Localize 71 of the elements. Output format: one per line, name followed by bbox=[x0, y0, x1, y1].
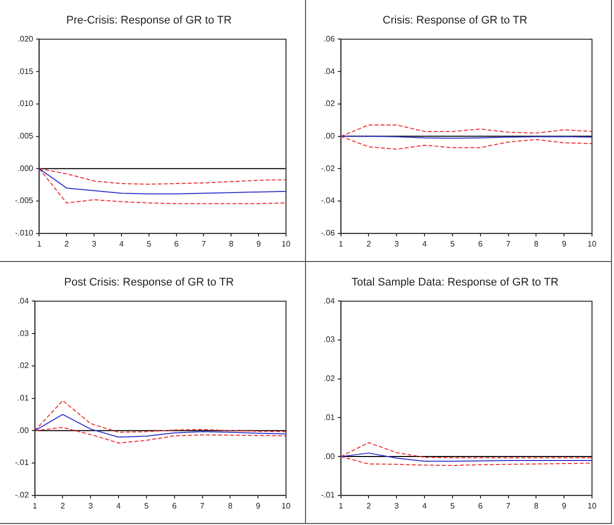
x-tick-label: 5 bbox=[450, 238, 455, 248]
y-tick-label: .00 bbox=[17, 425, 29, 434]
y-tick-label: -.02 bbox=[14, 490, 29, 500]
x-tick-label: 2 bbox=[60, 500, 65, 510]
y-tick-label: -.02 bbox=[320, 163, 335, 172]
x-tick-label: 2 bbox=[366, 238, 371, 248]
chart-title: Post Crisis: Response of GR to TR bbox=[64, 276, 234, 288]
x-tick-label: 5 bbox=[146, 238, 152, 248]
x-tick-label: 2 bbox=[64, 238, 69, 248]
x-tick-label: 9 bbox=[561, 500, 566, 510]
y-tick-label: .03 bbox=[17, 328, 29, 338]
x-tick-label: 9 bbox=[256, 238, 261, 248]
x-tick-label: 3 bbox=[91, 238, 96, 248]
y-tick-label: -.01 bbox=[14, 458, 29, 467]
x-tick-label: 4 bbox=[422, 500, 427, 510]
x-tick-label: 3 bbox=[88, 500, 93, 510]
y-tick-label: .04 bbox=[323, 296, 335, 305]
x-tick-label: 8 bbox=[228, 238, 234, 248]
x-tick-label: 5 bbox=[450, 500, 455, 510]
x-tick-label: 10 bbox=[281, 500, 290, 510]
x-tick-label: 10 bbox=[587, 238, 596, 248]
y-tick-label: -.005 bbox=[14, 196, 34, 205]
x-tick-label: 1 bbox=[32, 500, 38, 510]
y-tick-label: .00 bbox=[323, 451, 335, 460]
y-tick-label: .005 bbox=[17, 131, 34, 140]
y-tick-label: -.010 bbox=[14, 228, 34, 238]
chart-title: Crisis: Response of GR to TR bbox=[382, 14, 527, 26]
y-tick-label: .02 bbox=[17, 360, 29, 370]
y-tick-label: .02 bbox=[323, 374, 335, 383]
x-tick-label: 8 bbox=[533, 238, 538, 248]
x-tick-label: 7 bbox=[506, 500, 511, 510]
x-tick-label: 6 bbox=[478, 500, 483, 510]
y-tick-label: .02 bbox=[323, 98, 335, 108]
chart-title: Total Sample Data: Response of GR to TR bbox=[350, 276, 558, 288]
y-tick-label: -.01 bbox=[320, 490, 335, 500]
x-tick-label: 1 bbox=[338, 238, 344, 248]
y-tick-label: .020 bbox=[17, 34, 34, 43]
x-tick-label: 9 bbox=[561, 238, 566, 248]
x-tick-label: 4 bbox=[116, 500, 121, 510]
y-tick-label: .000 bbox=[17, 163, 34, 172]
chart-title: Pre-Crisis: Response of GR to TR bbox=[66, 14, 232, 26]
x-tick-label: 6 bbox=[478, 238, 483, 248]
x-tick-label: 7 bbox=[201, 238, 206, 248]
y-tick-label: .00 bbox=[323, 131, 335, 140]
y-tick-label: -.06 bbox=[320, 228, 335, 238]
x-tick-label: 7 bbox=[200, 500, 205, 510]
y-tick-label: .010 bbox=[17, 98, 34, 108]
x-tick-label: 3 bbox=[394, 500, 399, 510]
x-tick-label: 10 bbox=[587, 500, 596, 510]
x-tick-label: 9 bbox=[255, 500, 260, 510]
x-tick-label: 2 bbox=[366, 500, 371, 510]
y-tick-label: .04 bbox=[323, 66, 335, 76]
x-tick-label: 6 bbox=[172, 500, 177, 510]
x-tick-label: 1 bbox=[338, 500, 344, 510]
y-tick-label: .06 bbox=[323, 34, 335, 43]
y-tick-label: .01 bbox=[323, 412, 335, 422]
x-tick-label: 7 bbox=[506, 238, 511, 248]
x-tick-label: 5 bbox=[144, 500, 149, 510]
y-tick-label: .03 bbox=[323, 334, 335, 344]
x-tick-label: 10 bbox=[281, 238, 290, 248]
x-tick-label: 1 bbox=[36, 238, 42, 248]
y-tick-label: -.04 bbox=[320, 196, 335, 205]
x-tick-label: 3 bbox=[394, 238, 399, 248]
y-tick-label: .015 bbox=[17, 66, 34, 76]
x-tick-label: 8 bbox=[227, 500, 232, 510]
y-tick-label: .04 bbox=[17, 296, 29, 305]
x-tick-label: 4 bbox=[118, 238, 124, 248]
x-tick-label: 6 bbox=[174, 238, 179, 248]
x-tick-label: 4 bbox=[422, 238, 427, 248]
x-tick-label: 8 bbox=[533, 500, 538, 510]
y-tick-label: .01 bbox=[17, 393, 29, 402]
